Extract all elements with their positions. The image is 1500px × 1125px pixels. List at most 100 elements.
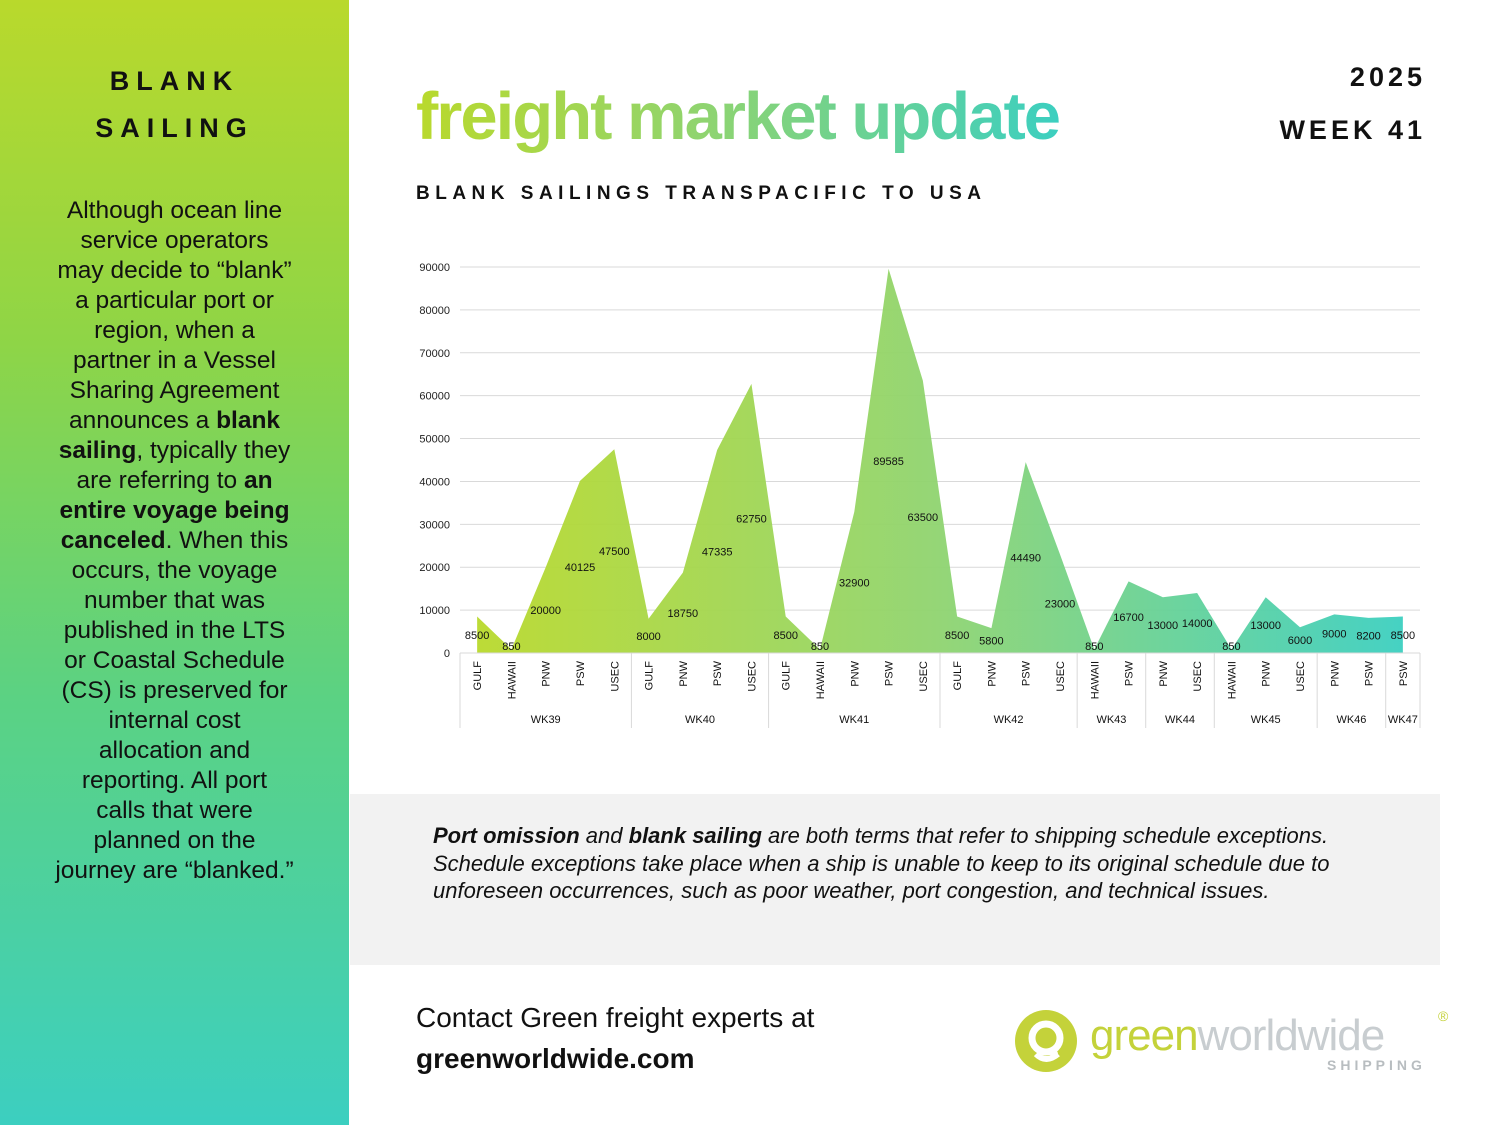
x-tick-label: USEC <box>918 661 930 692</box>
x-tick-label: PSW <box>712 660 724 686</box>
sidebar-body-run: Although ocean line service operators ma… <box>57 197 292 434</box>
x-tick-label: HAWAII <box>1089 661 1101 699</box>
info-box: Port omission and blank sailing are both… <box>350 794 1440 965</box>
x-tick-label: USEC <box>609 661 621 692</box>
data-label: 63500 <box>908 512 939 524</box>
group-label: WK47 <box>1388 714 1418 726</box>
group-label: WK46 <box>1336 714 1366 726</box>
data-label: 8500 <box>945 630 969 642</box>
x-tick-label: HAWAII <box>506 661 518 699</box>
data-label: 40125 <box>565 562 596 574</box>
logo-word-green: green <box>1090 1011 1199 1060</box>
x-tick-label: HAWAII <box>815 661 827 699</box>
y-tick-label: 40000 <box>419 476 450 488</box>
data-label: 62750 <box>736 513 767 525</box>
x-tick-label: PSW <box>1398 660 1410 686</box>
group-label: WK44 <box>1165 714 1195 726</box>
y-tick-label: 10000 <box>419 605 450 617</box>
info-text-run: blank sailing <box>628 823 762 848</box>
sidebar-title: BLANK SAILING <box>0 58 349 152</box>
logo-word-rest: worldwide <box>1197 1011 1386 1060</box>
x-tick-label: PSW <box>884 660 896 686</box>
contact-link[interactable]: greenworldwide.com <box>416 1043 695 1074</box>
group-label: WK41 <box>839 714 869 726</box>
x-tick-label: PNW <box>541 660 553 686</box>
group-label: WK40 <box>685 714 715 726</box>
data-label: 18750 <box>668 608 699 620</box>
logo-mark-icon <box>1015 1010 1077 1072</box>
x-tick-label: PNW <box>849 660 861 686</box>
y-tick-label: 80000 <box>419 305 450 317</box>
data-label: 6000 <box>1288 635 1312 647</box>
chart-subtitle: BLANK SAILINGS TRANSPACIFIC TO USA <box>416 183 987 204</box>
x-tick-label: USEC <box>1295 661 1307 692</box>
sidebar-body-run: . When this occurs, the voyage number th… <box>55 527 294 884</box>
x-tick-label: PNW <box>678 660 690 686</box>
data-label: 47500 <box>599 546 630 558</box>
data-label: 13000 <box>1148 620 1179 632</box>
group-label: WK43 <box>1096 714 1126 726</box>
info-text-run: are both terms that refer to shipping sc… <box>433 823 1330 903</box>
data-label: 9000 <box>1322 629 1346 641</box>
data-label: 13000 <box>1250 620 1281 632</box>
data-label: 8500 <box>773 630 797 642</box>
x-tick-label: GULF <box>472 661 484 691</box>
data-label: 8000 <box>636 631 660 643</box>
data-label: 44490 <box>1010 553 1041 565</box>
data-label: 850 <box>811 641 829 653</box>
group-label: WK45 <box>1251 714 1281 726</box>
sidebar-body-run: an entire voyage being canceled <box>59 467 290 554</box>
group-label: WK42 <box>994 714 1024 726</box>
x-tick-label: GULF <box>781 661 793 691</box>
logo-subtitle: SHIPPING <box>1327 1057 1426 1073</box>
data-label: 8500 <box>1391 630 1415 642</box>
data-label: 20000 <box>530 605 561 617</box>
info-text: Port omission and blank sailing are both… <box>433 822 1380 905</box>
data-label: 850 <box>1222 641 1240 653</box>
area-series <box>477 268 1403 653</box>
data-label: 850 <box>502 641 520 653</box>
x-tick-label: PSW <box>575 660 587 686</box>
data-label: 47335 <box>702 546 733 558</box>
y-tick-label: 70000 <box>419 348 450 360</box>
x-tick-label: PNW <box>1329 660 1341 686</box>
year-label: 2025 <box>1349 62 1426 92</box>
company-logo[interactable]: greenworldwide ® SHIPPING <box>1014 1008 1454 1076</box>
sidebar-title-line1: BLANK <box>109 66 240 96</box>
x-tick-label: GULF <box>644 661 656 691</box>
y-tick-label: 90000 <box>419 262 450 274</box>
data-label: 23000 <box>1045 599 1076 611</box>
logo-registered-mark: ® <box>1438 1008 1449 1024</box>
y-tick-label: 50000 <box>419 434 450 446</box>
x-tick-label: PSW <box>1021 660 1033 686</box>
x-tick-label: PNW <box>1158 660 1170 686</box>
data-label: 8200 <box>1356 630 1380 642</box>
x-tick-label: PNW <box>986 660 998 686</box>
contact-line: Contact Green freight experts at <box>416 1002 815 1033</box>
week-label: WEEK 41 <box>1279 115 1426 145</box>
data-label: 32900 <box>839 577 870 589</box>
y-tick-label: 60000 <box>419 391 450 403</box>
y-tick-label: 30000 <box>419 519 450 531</box>
sidebar: BLANK SAILING Although ocean line servic… <box>0 0 349 1125</box>
x-tick-label: USEC <box>1055 661 1067 692</box>
info-text-run: Port omission <box>433 823 580 848</box>
data-label: 89585 <box>873 456 904 468</box>
data-label: 16700 <box>1113 612 1144 624</box>
x-tick-label: USEC <box>746 661 758 692</box>
data-label: 850 <box>1085 641 1103 653</box>
sidebar-body-text: Although ocean line service operators ma… <box>55 196 295 886</box>
y-tick-label: 0 <box>444 648 450 660</box>
x-tick-label: PNW <box>1261 660 1273 686</box>
sidebar-title-line2: SAILING <box>95 113 254 143</box>
x-tick-label: HAWAII <box>1226 661 1238 699</box>
sidebar-body-run: blank sailing <box>58 407 281 464</box>
y-tick-label: 20000 <box>419 562 450 574</box>
info-text-run: and <box>579 823 629 848</box>
blank-sailings-chart: 0 10000 20000 30000 40000 50000 60000 70000 8000… <box>419 262 1421 728</box>
x-tick-label: PSW <box>1124 660 1136 686</box>
group-label: WK39 <box>531 714 561 726</box>
x-tick-label: USEC <box>1192 661 1204 692</box>
data-label: 8500 <box>465 630 489 642</box>
x-tick-label: GULF <box>952 661 964 691</box>
